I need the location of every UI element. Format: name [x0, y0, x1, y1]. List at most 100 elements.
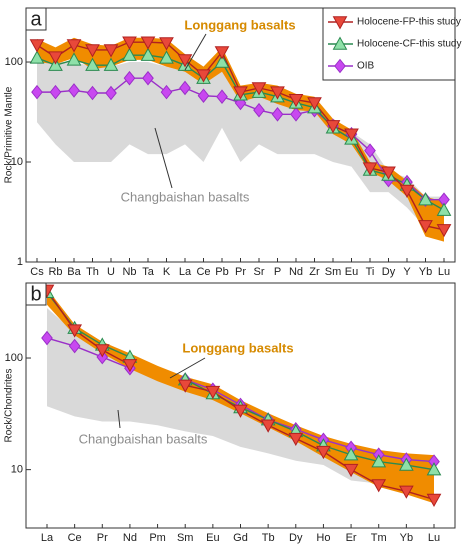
series-line [46, 337, 435, 463]
data-point [177, 54, 193, 68]
data-point [122, 47, 137, 61]
x-tick-label: Pr [235, 266, 246, 278]
field-band [47, 308, 434, 487]
x-tick-label: Nd [289, 266, 303, 278]
data-point [140, 36, 156, 50]
legend-label: Holocene-CF-this study [357, 39, 461, 50]
data-point [343, 447, 359, 461]
x-tick-label: Nd [123, 532, 137, 544]
data-point [66, 39, 82, 53]
x-tick-label: Rb [48, 266, 62, 278]
y-tick-label: 10 [11, 156, 23, 168]
data-point [251, 82, 267, 96]
data-point [103, 44, 119, 58]
data-point [140, 47, 156, 61]
x-tick-label: Pr [97, 532, 108, 544]
data-point [123, 70, 136, 86]
panel-letter-box [25, 7, 47, 31]
annotation-arrow [169, 357, 206, 379]
data-point [307, 97, 322, 111]
data-point [66, 52, 82, 66]
data-point [381, 166, 396, 180]
data-point [290, 107, 302, 122]
x-tick-label: K [163, 266, 171, 278]
panel-letter-box [25, 282, 47, 306]
legend-label: OIB [357, 61, 375, 72]
x-tick-label: La [179, 266, 192, 278]
data-point [399, 184, 415, 198]
annotation-arrow [184, 33, 207, 71]
data-point [41, 330, 53, 346]
data-point [270, 86, 285, 100]
y-tick-label: 100 [5, 352, 23, 364]
y-tick-label: 1 [17, 256, 23, 268]
data-point [426, 462, 442, 476]
data-point [94, 344, 110, 358]
x-tick-label: Eu [345, 266, 358, 278]
series-line [46, 289, 435, 501]
data-point [196, 69, 211, 83]
data-point [426, 493, 442, 508]
data-point [364, 143, 376, 158]
annotation: Changbaishan basalts [79, 431, 208, 446]
x-tick-label: Cs [30, 266, 44, 278]
annotation: Longgang basalts [182, 340, 293, 355]
x-tick-label: La [41, 532, 54, 544]
data-point [253, 102, 265, 118]
x-tick-label: Gd [233, 532, 248, 544]
x-tick-label: Yb [419, 266, 432, 278]
x-tick-label: Th [86, 266, 99, 278]
data-point [49, 84, 62, 100]
x-tick-label: Ce [196, 266, 210, 278]
data-point [205, 385, 221, 400]
data-point [31, 84, 43, 100]
data-point [436, 202, 452, 216]
data-point [86, 85, 99, 101]
data-point [85, 44, 100, 58]
x-tick-label: Dy [289, 532, 303, 544]
panel-letter: a [30, 8, 42, 30]
x-tick-label: Sm [325, 266, 342, 278]
legend-marker [332, 16, 348, 30]
x-tick-label: Y [403, 266, 411, 278]
data-point [260, 419, 276, 433]
data-point [418, 192, 433, 206]
data-point [316, 445, 331, 460]
data-point [344, 128, 359, 142]
x-tick-label: Ba [67, 266, 81, 278]
data-point [343, 463, 359, 478]
x-tick-label: Er [346, 532, 357, 544]
x-tick-label: P [274, 266, 281, 278]
data-point [67, 324, 82, 338]
x-tick-label: Tb [262, 532, 275, 544]
data-point [234, 95, 247, 111]
data-point [288, 93, 304, 108]
data-point [142, 70, 154, 86]
data-point [197, 88, 210, 104]
x-tick-label: Ho [316, 532, 330, 544]
panel-letter: b [30, 283, 41, 305]
data-point [159, 37, 174, 51]
y-axis-label: Rock/Primitive Mantle [4, 86, 15, 183]
data-point [436, 224, 452, 238]
y-axis-label: Rock/Chondrites [4, 369, 15, 443]
y-tick-label: 10 [11, 464, 23, 476]
data-point [122, 36, 137, 50]
data-point [371, 454, 387, 468]
data-point [179, 80, 191, 96]
x-tick-label: Sm [177, 532, 194, 544]
data-point [68, 83, 80, 98]
data-point [85, 57, 100, 71]
data-point [103, 57, 119, 71]
field-band [37, 54, 444, 237]
data-point [399, 485, 414, 499]
data-point [288, 432, 304, 447]
data-point [233, 404, 248, 418]
x-tick-label: U [107, 266, 115, 278]
data-point [214, 54, 230, 68]
x-tick-label: Pm [149, 532, 166, 544]
y-tick-label: 100 [5, 56, 23, 68]
data-point [399, 457, 414, 471]
data-point [362, 162, 378, 176]
